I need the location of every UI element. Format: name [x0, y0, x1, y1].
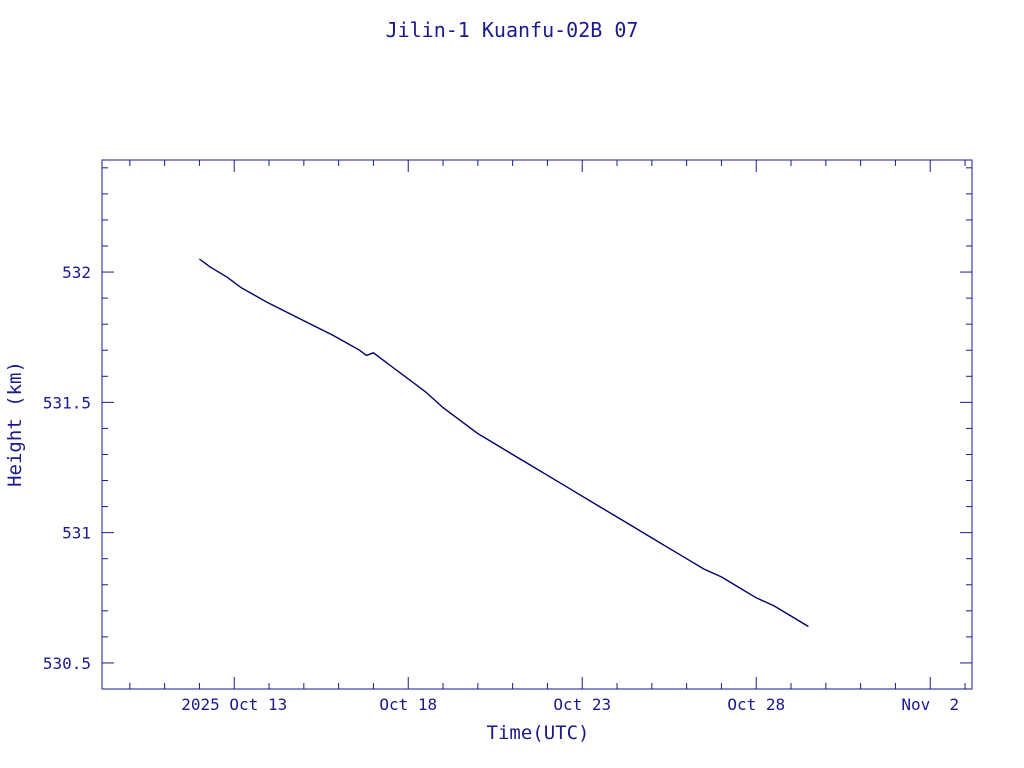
y-tick-label: 532 [62, 263, 91, 282]
x-tick-label: Oct 23 [553, 695, 611, 714]
y-tick-label: 531.5 [43, 393, 91, 412]
y-tick-labels: 530.5 531 531.5 532 [43, 263, 91, 673]
height-series-line [198, 258, 809, 628]
x-axis-title: Time(UTC) [487, 722, 590, 744]
x-tick-label: Oct 18 [379, 695, 437, 714]
x-tick-label: 2025 Oct 13 [181, 695, 287, 714]
x-tick-labels: 2025 Oct 13 Oct 18 Oct 23 Oct 28 Nov 2 [181, 695, 959, 714]
x-tick-label: Oct 28 [727, 695, 785, 714]
tick-marks [102, 160, 972, 690]
y-tick-label: 531 [62, 524, 91, 543]
y-axis-title: Height (km) [4, 361, 26, 487]
y-tick-label: 530.5 [43, 654, 91, 673]
chart-title: Jilin-1 Kuanfu-02B 07 [386, 18, 639, 42]
plot-frame [101, 159, 973, 690]
x-tick-label: Nov 2 [901, 695, 959, 714]
